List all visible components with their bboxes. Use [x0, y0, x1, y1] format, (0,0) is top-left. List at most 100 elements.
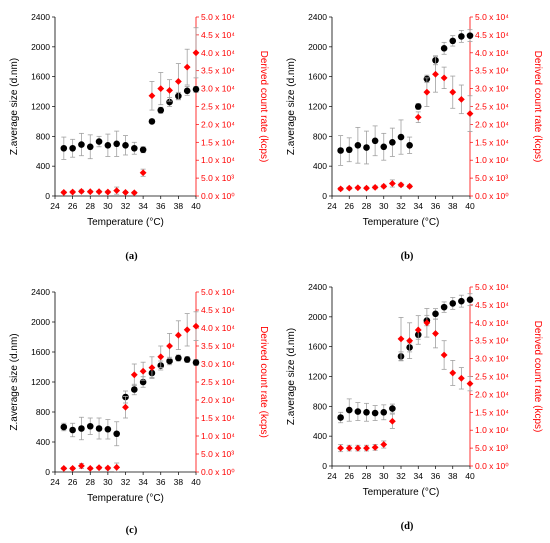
data-point — [432, 70, 439, 78]
x-tick-label: 36 — [431, 201, 441, 211]
data-point — [466, 296, 474, 303]
y-tick-label: 2400 — [31, 287, 50, 297]
y-tick-label: 800 — [36, 407, 50, 417]
y2-axis-title: Derived count rate (kcps) — [532, 51, 543, 163]
y2-tick-label: 0.0 x 10⁰ — [201, 191, 235, 201]
y-tick-label: 1200 — [31, 102, 50, 112]
y-tick-label: 2400 — [308, 282, 327, 292]
data-point — [388, 180, 396, 187]
data-point — [60, 189, 68, 196]
y2-tick-label: 2.5 x 10⁴ — [201, 102, 235, 112]
x-tick-label: 38 — [448, 471, 458, 481]
y-tick-label: 1200 — [308, 102, 327, 112]
y2-tick-label: 2.5 x 10⁴ — [475, 372, 509, 382]
y2-tick-label: 1.0 x 10⁴ — [201, 155, 235, 165]
data-point — [69, 144, 76, 152]
data-point — [166, 86, 173, 94]
data-point — [397, 181, 405, 189]
data-point — [174, 331, 182, 339]
data-point — [60, 465, 68, 472]
y-tick-label: 1200 — [31, 377, 50, 387]
data-point — [113, 187, 121, 195]
data-point — [95, 425, 103, 432]
y2-tick-label: 1.0 x 10⁴ — [475, 425, 509, 435]
data-point — [104, 425, 112, 433]
y-tick-label: 1600 — [31, 72, 50, 82]
data-point — [466, 110, 474, 118]
data-point — [432, 330, 439, 337]
y2-tick-label: 1.0 x 10⁴ — [201, 431, 235, 441]
y-tick-label: 800 — [313, 401, 327, 411]
y2-tick-label: 3.5 x 10⁴ — [475, 66, 509, 76]
data-point — [466, 380, 474, 388]
data-point — [113, 463, 121, 471]
data-point — [148, 364, 156, 371]
data-point — [95, 138, 103, 145]
y-tick-label: 0 — [45, 191, 50, 201]
data-point — [406, 182, 414, 190]
x-tick-label: 32 — [396, 201, 406, 211]
x-tick-label: 40 — [465, 471, 475, 481]
data-point — [95, 464, 103, 472]
data-point — [183, 63, 191, 71]
x-tick-label: 24 — [327, 201, 337, 211]
data-point — [449, 37, 457, 45]
x-tick-label: 36 — [431, 471, 441, 481]
data-point — [449, 88, 457, 96]
chart-panel-c: 24 26 28 30 32 34 36 38 400400800120016002000240… — [9, 287, 269, 536]
y2-tick-label: 4.0 x 10⁴ — [475, 318, 509, 328]
x-axis-title: Temperature (°C) — [87, 493, 164, 504]
y2-tick-label: 5.0 x 10³ — [201, 173, 234, 183]
x-tick-label: 30 — [103, 201, 113, 211]
x-tick-label: 38 — [174, 477, 184, 487]
y2-tick-label: 2.0 x 10⁴ — [201, 395, 235, 405]
data-point — [423, 88, 431, 96]
data-point — [363, 409, 370, 416]
data-point — [345, 146, 353, 154]
y-tick-label: 2000 — [308, 312, 327, 322]
data-point — [69, 188, 77, 196]
data-point — [363, 444, 370, 452]
y2-tick-label: 4.0 x 10⁴ — [475, 48, 509, 58]
y2-tick-label: 2.0 x 10⁴ — [201, 119, 235, 129]
data-point — [131, 144, 138, 152]
data-point — [414, 113, 422, 121]
x-tick-label: 32 — [396, 471, 406, 481]
x-tick-label: 28 — [362, 201, 372, 211]
y2-tick-label: 4.0 x 10⁴ — [201, 323, 235, 333]
x-tick-label: 26 — [68, 201, 78, 211]
y2-axis-title: Derived count rate (kcps) — [532, 321, 543, 433]
data-point — [131, 386, 138, 393]
y2-tick-label: 2.0 x 10⁴ — [475, 119, 509, 129]
x-tick-label: 24 — [327, 471, 337, 481]
data-point — [86, 422, 94, 430]
x-tick-label: 36 — [156, 201, 166, 211]
x-tick-label: 34 — [138, 477, 148, 487]
data-point — [337, 414, 344, 421]
y-axis-title: Z.average size (d.nm) — [286, 328, 297, 425]
data-point — [192, 86, 200, 93]
x-tick-label: 40 — [191, 201, 201, 211]
data-point — [113, 140, 120, 148]
data-point — [397, 335, 405, 343]
data-point — [423, 319, 431, 327]
y2-tick-label: 2.5 x 10⁴ — [475, 102, 509, 112]
data-point — [192, 49, 200, 57]
data-point — [397, 133, 405, 141]
data-point — [414, 103, 422, 110]
data-point — [466, 32, 474, 39]
data-point — [345, 406, 353, 414]
y-axis-title: Z.average size (d.nm) — [9, 333, 20, 430]
y-tick-label: 1200 — [308, 372, 327, 382]
data-point — [104, 141, 112, 149]
y2-tick-label: 1.5 x 10⁴ — [201, 137, 235, 147]
y-axis-title: Z.average size (d.nm) — [286, 58, 297, 155]
data-point — [122, 141, 129, 149]
data-point — [449, 300, 457, 307]
y2-tick-label: 0.0 x 10⁰ — [201, 467, 235, 477]
y-axis-title: Z.average size (d.nm) — [9, 58, 20, 155]
y-tick-label: 400 — [313, 431, 327, 441]
y2-tick-label: 4.5 x 10⁴ — [475, 300, 509, 310]
y2-axis-title: Derived count rate (kcps) — [258, 51, 269, 163]
